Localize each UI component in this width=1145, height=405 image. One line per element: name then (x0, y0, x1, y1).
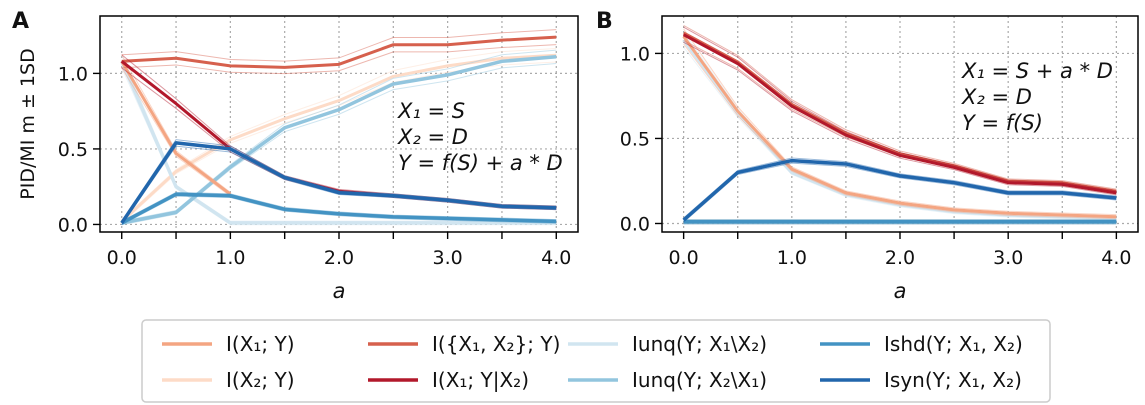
series-sd-line-I_X1X2_Y (121, 29, 557, 62)
grid (100, 16, 578, 232)
legend-label-Iunq_Y_X1: Iunq(Y; X₁\X₂) (632, 332, 767, 356)
series-sd-line-Isyn (683, 162, 1117, 223)
grid (662, 16, 1138, 232)
series-line-I_X1_Y (682, 35, 1117, 219)
series-sd-line-I_X2_Y (121, 48, 557, 220)
series-sd-line-Iunq_Y_X1 (683, 46, 1117, 221)
panel-b: 0.0 1.0 2.0 3.0 4.0 0.0 0.5 1.0 a B X₁ = S + a * D… (596, 9, 1139, 303)
series-sd-line-Isyn (683, 157, 1117, 219)
series-sd-line-Ishd (121, 191, 557, 222)
x-tick-label: 4.0 (541, 247, 571, 269)
series-sd-line-I_X1_Y (121, 67, 231, 197)
x-tick-label: 1.0 (777, 247, 807, 269)
series-line-I_X1_Y (120, 60, 232, 196)
y-axis-label: PID/MI m ± 1SD (17, 48, 39, 199)
legend-label-I_X1_Y: I(X₁; Y) (226, 332, 295, 356)
x-tick-label: 2.0 (885, 247, 915, 269)
series-line-I_X1X2_Y (121, 35, 557, 69)
legend-label-I_X1X2_Y: I({X₁, X₂}; Y) (432, 332, 560, 356)
annotation-line: X₂ = D (961, 85, 1032, 109)
panel-letter: A (12, 9, 29, 34)
series-sd-line-I_X1_Y_given_X2 (121, 67, 557, 211)
series-line-I_X1_Y_given_X2 (120, 60, 557, 210)
series-line-Ishd (120, 192, 557, 225)
annotation-line: Y = f(S) + a * D (398, 151, 563, 175)
x-tick-label: 0.0 (107, 247, 137, 269)
y-tick-label: 1.0 (58, 63, 88, 85)
panel-letter: B (596, 9, 613, 34)
x-tick-label: 3.0 (993, 247, 1023, 269)
series-sd-line-Ishd (121, 195, 557, 226)
x-tick-label: 0.0 (669, 247, 699, 269)
panel-a: 0.0 1.0 2.0 3.0 4.0 0.0 0.5 1.0 a PID/MI m ± 1SD A… (12, 9, 579, 303)
y-tick-label: 0.0 (620, 213, 650, 235)
x-axis-label: a (894, 279, 907, 303)
annotation-line: Y = f(S) (962, 111, 1043, 135)
annotation-line: X₁ = S + a * D (961, 59, 1113, 83)
series-sd-line-I_X1_Y_given_X2 (121, 54, 557, 207)
plot-frame (99, 15, 579, 233)
legend-label-I_X2_Y: I(X₂; Y) (226, 368, 295, 392)
series-line-Iunq_Y_X1 (682, 38, 1117, 221)
legend-label-Iunq_Y_X2: Iunq(Y; X₂\X₁) (632, 368, 767, 392)
legend-label-Isyn: Isyn(Y; X₁, X₂) (884, 368, 1022, 392)
series-line-Isyn (682, 158, 1117, 222)
series-line-I_X2_Y (120, 53, 557, 223)
x-axis-label: a (333, 279, 346, 303)
series-sd-line-I_X1_Y (683, 28, 1117, 216)
y-tick-label: 1.0 (620, 43, 650, 65)
legend-label-Ishd: Ishd(Y; X₁, X₂) (884, 332, 1023, 356)
series-sd-line-I_X1_Y (683, 43, 1117, 220)
x-tick-label: 2.0 (324, 247, 354, 269)
y-tick-label: 0.5 (58, 139, 88, 161)
legend-label-I_X1_Y_given_X2: I(X₁; Y|X₂) (432, 368, 529, 392)
legend: I(X₁; Y) I(X₂; Y) I({X₁, X₂}; Y) I(X₁; Y|X₂… (141, 319, 1051, 403)
series-sd-line-Isyn (121, 145, 557, 226)
series-group (120, 29, 557, 226)
x-tick-label: 1.0 (215, 247, 245, 269)
plot-frame (661, 15, 1139, 233)
y-tick-label: 0.5 (620, 128, 650, 150)
series-line-Iunq_Y_X2 (121, 55, 557, 225)
series-group (682, 24, 1117, 225)
y-tick-label: 0.0 (58, 214, 88, 236)
series-sd-line-I_X1X2_Y (121, 44, 557, 75)
x-tick-label: 3.0 (433, 247, 463, 269)
annotation-line: X₂ = D (397, 125, 468, 149)
annotation-line: X₁ = S (397, 99, 465, 123)
series-sd-line-I_X1_Y_given_X2 (683, 41, 1117, 196)
series-line-Isyn (120, 141, 557, 224)
series-sd-line-I_X1X2_Y (683, 24, 1117, 190)
series-sd-line-I_X1_Y_given_X2 (683, 26, 1117, 192)
x-tick-label: 4.0 (1101, 247, 1131, 269)
series-line-I_X1_Y_given_X2 (682, 33, 1117, 195)
